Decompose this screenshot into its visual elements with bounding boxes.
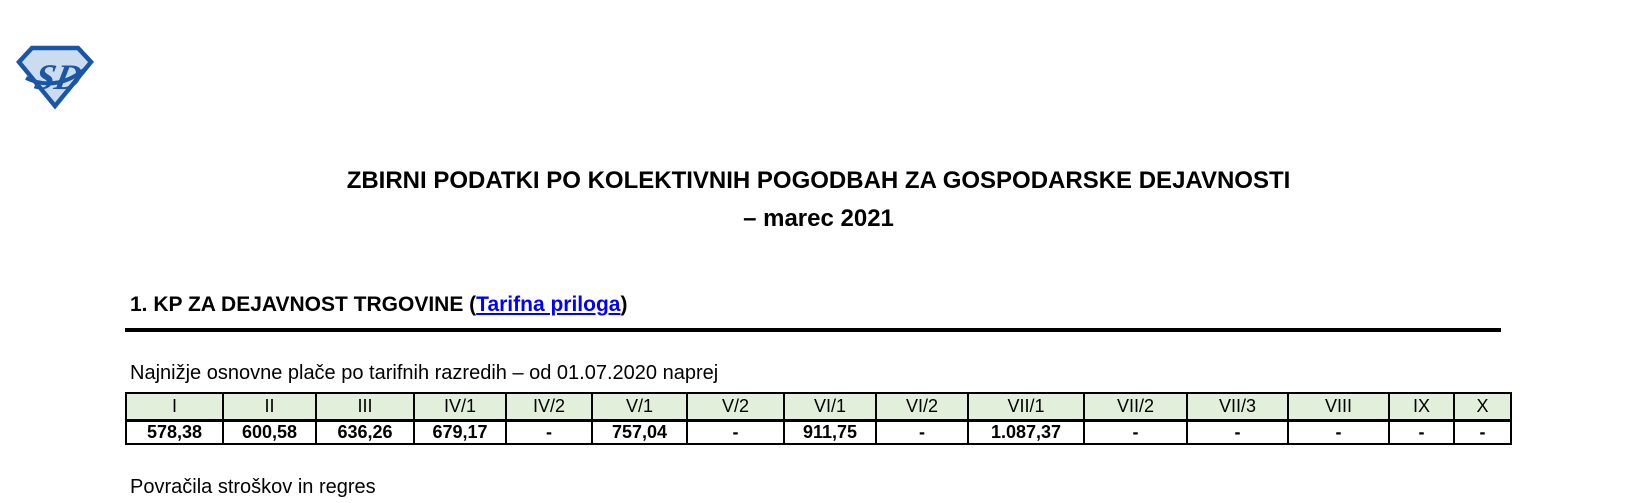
title-line-1: ZBIRNI PODATKI PO KOLEKTIVNIH POGODBAH Z… <box>346 167 1291 194</box>
document-title: ZBIRNI PODATKI PO KOLEKTIVNIH POGODBAH Z… <box>0 162 1637 238</box>
header-cell: II <box>222 392 317 422</box>
section-heading-prefix: 1. KP ZA DEJAVNOST TRGOVINE ( <box>130 293 477 316</box>
header-cell: IV/2 <box>505 392 593 422</box>
header-cell: III <box>315 392 415 422</box>
header-cell: V/1 <box>591 392 688 422</box>
table-caption: Najnižje osnovne plače po tarifnih razre… <box>130 362 719 384</box>
sd-logo-letters: SD <box>31 57 85 97</box>
value-cell: - <box>1083 419 1188 445</box>
header-cell: VII/3 <box>1186 392 1289 422</box>
section-heading-suffix: ) <box>620 293 628 316</box>
header-cell: I <box>125 392 224 422</box>
value-cell: - <box>505 419 593 445</box>
value-cell: 636,26 <box>315 419 415 445</box>
value-cell: - <box>686 419 785 445</box>
value-cell: 757,04 <box>591 419 688 445</box>
footer-text: Povračila stroškov in regres <box>130 476 376 498</box>
header-cell: X <box>1453 392 1512 422</box>
tarifna-priloga-link[interactable]: Tarifna priloga <box>476 293 621 316</box>
section-heading: 1. KP ZA DEJAVNOST TRGOVINE (Tarifna pri… <box>130 293 627 317</box>
value-cell: 911,75 <box>783 419 877 445</box>
salary-table: I II III IV/1 IV/2 V/1 V/2 VI/1 VI/2 VII… <box>125 392 1512 445</box>
header-cell: VII/2 <box>1083 392 1188 422</box>
header-cell: VIII <box>1287 392 1390 422</box>
section-divider-rule <box>125 328 1501 332</box>
table-header-row: I II III IV/1 IV/2 V/1 V/2 VI/1 VI/2 VII… <box>125 392 1512 422</box>
sd-logo: SD <box>16 44 94 110</box>
header-cell: VI/1 <box>783 392 877 422</box>
title-line-2: – marec 2021 <box>743 205 894 232</box>
value-cell: - <box>1453 419 1512 445</box>
header-cell: IX <box>1388 392 1455 422</box>
value-cell: 1.087,37 <box>967 419 1085 445</box>
value-cell: 679,17 <box>413 419 507 445</box>
header-cell: V/2 <box>686 392 785 422</box>
sd-logo-icon: SD <box>16 45 94 110</box>
value-cell: - <box>875 419 969 445</box>
value-cell: - <box>1186 419 1289 445</box>
value-cell: - <box>1388 419 1455 445</box>
table-value-row: 578,38 600,58 636,26 679,17 - 757,04 - 9… <box>125 419 1512 445</box>
value-cell: - <box>1287 419 1390 445</box>
value-cell: 600,58 <box>222 419 317 445</box>
header-cell: VII/1 <box>967 392 1085 422</box>
header-cell: IV/1 <box>413 392 507 422</box>
header-cell: VI/2 <box>875 392 969 422</box>
value-cell: 578,38 <box>125 419 224 445</box>
